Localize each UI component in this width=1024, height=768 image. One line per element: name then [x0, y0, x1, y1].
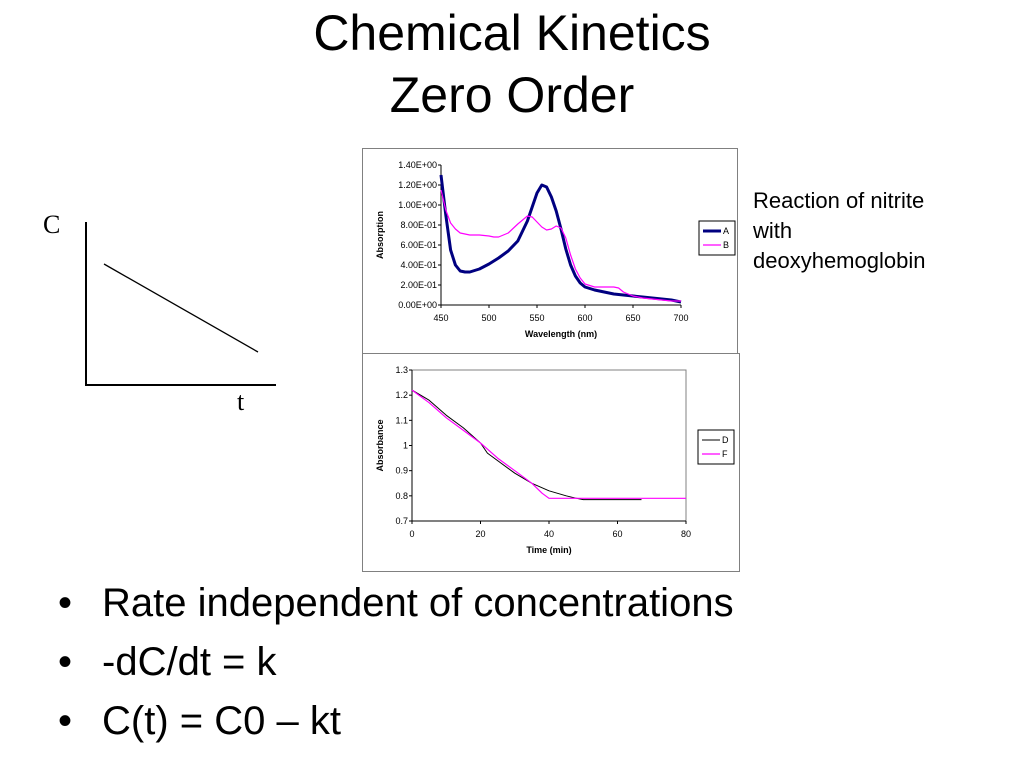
bullet-text: -dC/dt = k	[102, 640, 277, 684]
y-tick-label: 1.40E+00	[398, 160, 437, 170]
x-tick-label: 450	[433, 313, 448, 323]
y-tick-label: 0.00E+00	[398, 300, 437, 310]
y-tick-label: 1.00E+00	[398, 200, 437, 210]
schematic-x-label: t	[237, 387, 245, 416]
x-axis-label: Wavelength (nm)	[525, 329, 597, 339]
x-axis-label: Time (min)	[526, 545, 571, 555]
absorption-spectrum-chart-box: 0.00E+00 2.00E-01 4.00E-01 6.00E-01 8.00E-01…	[362, 148, 738, 354]
bullet-item: • -dC/dt = k	[58, 633, 734, 692]
x-tick-label: 500	[481, 313, 496, 323]
schematic-decay-line	[103, 263, 259, 353]
series-line-B	[440, 189, 681, 302]
y-tick-label: 8.00E-01	[400, 220, 437, 230]
bullet-marker: •	[58, 640, 73, 684]
y-tick-label: 0.7	[395, 516, 408, 526]
legend-label: F	[722, 449, 728, 459]
y-tick-label: 1	[403, 441, 408, 451]
absorbance-time-chart: 0.7 0.8 0.9 1 1.1 1.2 1.3 0 20 40 60 80 Time (min) Ab…	[375, 365, 735, 555]
y-tick-label: 1.2	[395, 390, 408, 400]
x-tick-label: 60	[612, 529, 622, 539]
title-line-2: Zero Order	[389, 67, 635, 123]
y-tick-label: 1.3	[395, 365, 408, 375]
chart-caption: Reaction of nitrite with deoxyhemoglobin	[753, 186, 925, 276]
x-tick-label: 700	[673, 313, 688, 323]
caption-line-3: deoxyhemoglobin	[753, 248, 926, 273]
series-line-D	[411, 389, 642, 501]
x-tick-label: 650	[625, 313, 640, 323]
slide-title: Chemical Kinetics Zero Order	[0, 2, 1024, 126]
absorbance-time-chart-box: 0.7 0.8 0.9 1 1.1 1.2 1.3 0 20 40 60 80 Time (min) Ab…	[362, 353, 740, 572]
x-tick-label: 600	[577, 313, 592, 323]
y-tick-label: 1.20E+00	[398, 180, 437, 190]
legend-box	[697, 429, 735, 465]
series-line-F	[411, 389, 686, 499]
caption-line-1: Reaction of nitrite	[753, 188, 925, 213]
x-tick-label: 550	[529, 313, 544, 323]
caption-line-2: with	[753, 218, 793, 243]
y-axis-label: Absorption	[375, 211, 385, 259]
bullet-marker: •	[58, 581, 73, 625]
y-tick-label: 4.00E-01	[400, 260, 437, 270]
title-line-1: Chemical Kinetics	[313, 5, 711, 61]
y-tick-label: 6.00E-01	[400, 240, 437, 250]
bullet-text: C(t) = C0 – kt	[102, 699, 341, 743]
y-tick-label: 0.8	[395, 491, 408, 501]
y-axis-label: Absorbance	[375, 419, 385, 471]
bullet-list: • Rate independent of concentrations • -dC…	[58, 574, 734, 751]
bullet-item: • C(t) = C0 – kt	[58, 692, 734, 751]
legend-label: D	[722, 435, 729, 445]
series-line-A	[439, 174, 682, 304]
bullet-text: Rate independent of concentrations	[102, 581, 734, 625]
bullet-marker: •	[58, 699, 73, 743]
zero-order-schematic: C t	[43, 210, 276, 416]
absorption-spectrum-chart: 0.00E+00 2.00E-01 4.00E-01 6.00E-01 8.00E-01…	[375, 160, 736, 339]
x-tick-label: 40	[544, 529, 554, 539]
x-tick-label: 0	[409, 529, 414, 539]
y-tick-label: 1.1	[395, 415, 408, 425]
y-tick-label: 2.00E-01	[400, 280, 437, 290]
bullet-item: • Rate independent of concentrations	[58, 574, 734, 633]
x-tick-label: 80	[681, 529, 691, 539]
y-tick-label: 0.9	[395, 466, 408, 476]
x-tick-label: 20	[475, 529, 485, 539]
legend-box	[698, 220, 736, 256]
legend-label: B	[723, 240, 729, 250]
schematic-y-label: C	[43, 210, 60, 239]
legend-label: A	[723, 226, 729, 236]
